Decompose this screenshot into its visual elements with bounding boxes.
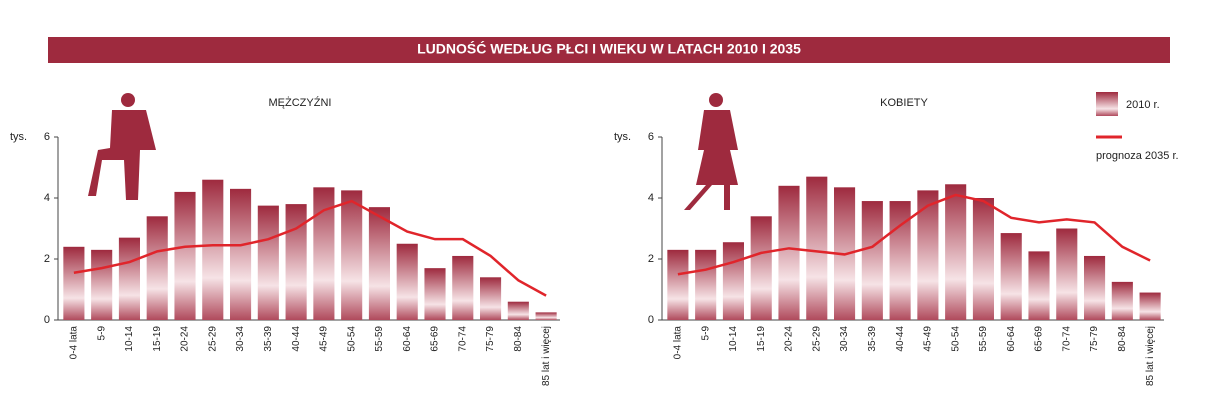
x-tick-label: 60-64 xyxy=(402,326,413,352)
bar xyxy=(174,191,196,320)
x-tick-label: 45-49 xyxy=(923,326,934,352)
bar xyxy=(1139,292,1161,320)
bar xyxy=(507,301,529,320)
y-tick-label: 0 xyxy=(44,314,50,326)
y-tick-label: 4 xyxy=(648,192,654,204)
y-tick-label: 4 xyxy=(44,192,50,204)
bar xyxy=(230,188,252,320)
x-tick-label: 65-69 xyxy=(430,326,441,352)
bar xyxy=(1111,281,1133,320)
line xyxy=(73,199,547,297)
bar xyxy=(861,201,883,320)
x-tick-label: 10-14 xyxy=(124,326,135,352)
y-tick-label: 2 xyxy=(44,253,50,265)
x-tick-label: 35-39 xyxy=(867,326,878,352)
bar xyxy=(424,268,446,320)
y-tick-label: 0 xyxy=(648,314,654,326)
legend-swatch xyxy=(1096,92,1118,116)
bar xyxy=(63,246,85,320)
bar xyxy=(722,242,744,320)
x-tick-label: 70-74 xyxy=(457,326,468,352)
y-axis-label: tys. xyxy=(614,131,631,143)
x-tick-label: 5-9 xyxy=(96,326,107,341)
bar xyxy=(202,179,224,320)
x-tick-label: 0-4 lata xyxy=(69,326,80,360)
x-tick-label: 50-54 xyxy=(346,326,357,352)
x-tick-label: 45-49 xyxy=(319,326,330,352)
bar xyxy=(1084,255,1106,320)
bar xyxy=(750,216,772,320)
woman-figure xyxy=(684,93,738,210)
x-tick-label: 0-4 lata xyxy=(673,326,684,360)
x-tick-label: 20-24 xyxy=(180,326,191,352)
bar xyxy=(778,185,800,320)
x-tick-label: 85 lat i więcej xyxy=(541,326,552,386)
x-tick-label: 80-84 xyxy=(513,326,524,352)
line xyxy=(677,193,1151,276)
x-tick-label: 15-19 xyxy=(152,326,163,352)
bar xyxy=(313,187,335,320)
legend-label: 2010 r. xyxy=(1126,99,1160,111)
x-tick-label: 20-24 xyxy=(784,326,795,352)
legend-label: prognoza 2035 r. xyxy=(1096,150,1179,162)
x-tick-label: 30-34 xyxy=(235,326,246,352)
bar xyxy=(146,216,168,320)
x-tick-label: 60-64 xyxy=(1006,326,1017,352)
bar xyxy=(285,204,307,320)
x-tick-label: 70-74 xyxy=(1061,326,1072,352)
chart-subtitle: KOBIETY xyxy=(880,97,928,109)
bar xyxy=(452,255,474,320)
x-tick-label: 30-34 xyxy=(839,326,850,352)
bar xyxy=(341,190,363,320)
bar xyxy=(1028,251,1050,320)
y-tick-label: 6 xyxy=(44,131,50,143)
x-tick-label: 85 lat i więcej xyxy=(1145,326,1156,386)
x-tick-label: 55-59 xyxy=(978,326,989,352)
x-tick-label: 75-79 xyxy=(1089,326,1100,352)
x-tick-label: 75-79 xyxy=(485,326,496,352)
man-figure xyxy=(88,93,156,200)
bar xyxy=(396,243,418,320)
bar xyxy=(91,249,113,320)
bar xyxy=(480,277,502,320)
y-tick-label: 6 xyxy=(648,131,654,143)
x-tick-label: 5-9 xyxy=(700,326,711,341)
bar xyxy=(118,237,140,320)
x-tick-label: 10-14 xyxy=(728,326,739,352)
chart-subtitle: MĘŻCZYŹNI xyxy=(269,96,332,109)
x-tick-label: 50-54 xyxy=(950,326,961,352)
x-tick-label: 55-59 xyxy=(374,326,385,352)
bar xyxy=(1056,228,1078,320)
legend: 2010 r. prognoza 2035 r. xyxy=(1096,92,1179,162)
x-tick-label: 25-29 xyxy=(207,326,218,352)
y-axis-label: tys. xyxy=(10,131,27,143)
title-banner xyxy=(48,37,1170,63)
x-tick-label: 65-69 xyxy=(1034,326,1045,352)
bar xyxy=(257,205,279,320)
bar xyxy=(535,312,557,320)
bar xyxy=(695,249,717,320)
bar xyxy=(917,190,939,320)
bar xyxy=(972,198,994,320)
title: LUDNOŚĆ WEDŁUG PŁCI I WIEKU W LATACH 201… xyxy=(417,40,801,57)
x-tick-label: 40-44 xyxy=(895,326,906,352)
bar xyxy=(945,184,967,320)
bar xyxy=(806,176,828,320)
x-tick-label: 15-19 xyxy=(756,326,767,352)
bar xyxy=(368,207,390,320)
y-tick-label: 2 xyxy=(648,253,654,265)
x-tick-label: 35-39 xyxy=(263,326,274,352)
x-tick-label: 40-44 xyxy=(291,326,302,352)
x-tick-label: 80-84 xyxy=(1117,326,1128,352)
x-tick-label: 25-29 xyxy=(811,326,822,352)
bar xyxy=(1000,233,1022,320)
bar xyxy=(667,249,689,320)
